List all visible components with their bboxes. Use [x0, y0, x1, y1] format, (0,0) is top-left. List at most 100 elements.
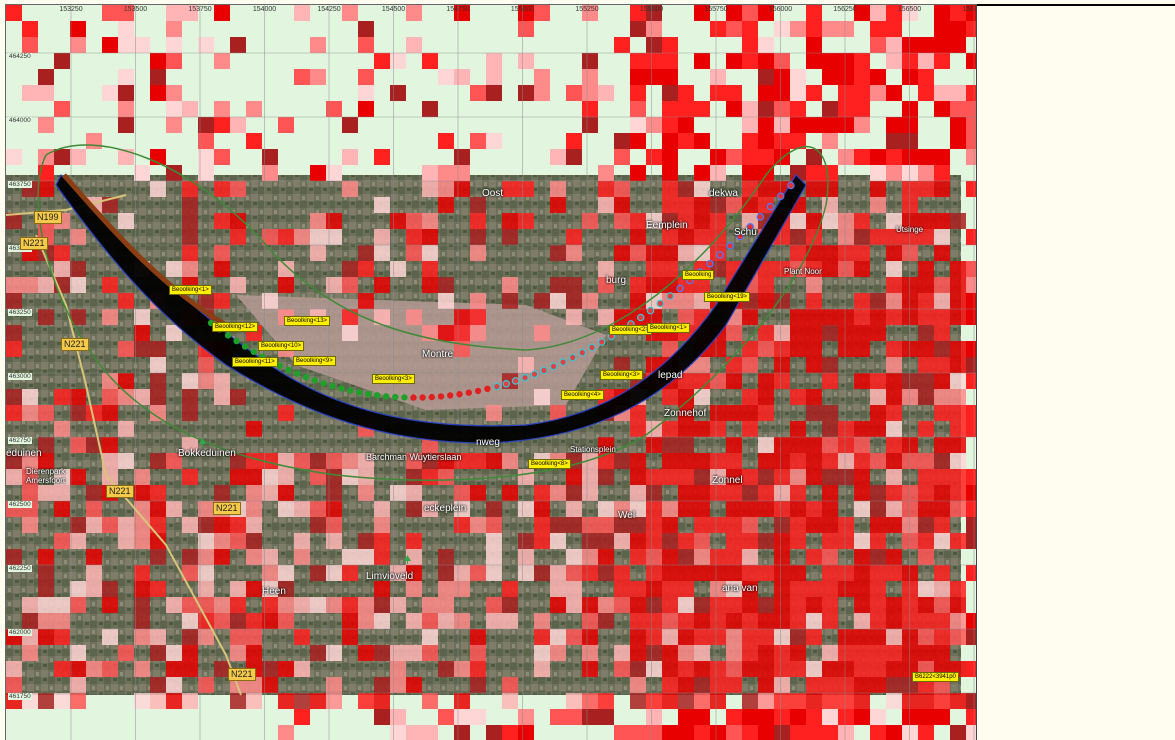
place-label: nweg: [476, 437, 500, 448]
track-point: [676, 284, 684, 293]
place-label: eduinen: [6, 448, 42, 459]
coord-label-x: 155750: [704, 6, 728, 13]
track-point: [511, 377, 520, 385]
track-point: [428, 393, 435, 401]
track-point: [656, 299, 665, 308]
place-label: Bokkeduinen: [178, 448, 236, 459]
coord-label-x: 156250: [833, 6, 857, 13]
road-shield-n221: N221: [228, 668, 256, 681]
coord-label-x: 153250: [59, 6, 83, 13]
population-grid: [6, 5, 976, 740]
map-view[interactable]: 153250 153500 153750 154000 154250 154500 1547…: [6, 5, 976, 740]
coord-label-y: 462750: [8, 437, 32, 444]
track-point: [646, 306, 655, 315]
track-point: [597, 338, 606, 346]
place-label: Barchman Wuytierslaan: [366, 452, 462, 462]
place-label: Dierenpark Amersfoort: [26, 467, 66, 485]
coord-label-y: 462250: [8, 565, 32, 572]
track-point: [636, 313, 645, 322]
coord-label-y: 464000: [8, 117, 32, 124]
track-point: [540, 366, 548, 375]
place-label: lepad: [658, 370, 683, 381]
coord-label-x: 154750: [446, 6, 470, 13]
track-point: [502, 379, 511, 388]
road-shield-n221: N221: [213, 502, 241, 515]
track-point: [320, 380, 327, 387]
track-point: [521, 373, 529, 382]
track-point: [549, 362, 558, 371]
population-tag[interactable]: Beoolking<4>: [561, 390, 604, 400]
population-tag[interactable]: Beoolking<1>: [169, 285, 212, 295]
population-tag[interactable]: Beoolking<12>: [212, 322, 259, 332]
coord-label-y: 463500: [8, 245, 32, 252]
coord-label-y: 463000: [8, 373, 32, 380]
track-point: [356, 389, 363, 396]
population-tag[interactable]: Beoolking<9>: [293, 356, 336, 366]
track-point: [484, 385, 491, 392]
track-point: [410, 394, 417, 401]
grid-lines: [6, 5, 976, 740]
population-tag[interactable]: Beoolking<1>: [647, 323, 690, 333]
track-point: [706, 259, 714, 268]
place-label: Eemplein: [646, 220, 688, 231]
track-point: [419, 394, 426, 401]
coord-label-y: 464250: [8, 53, 32, 60]
population-tag[interactable]: B6222<3941p0: [912, 672, 959, 682]
population-tag[interactable]: Beoolking<8>: [528, 459, 571, 469]
population-tag[interactable]: Beoolking<19>: [704, 292, 751, 302]
track-point: [568, 353, 577, 362]
track-point: [666, 292, 675, 300]
population-tag[interactable]: Beoolking<10>: [258, 341, 305, 351]
coord-label-x: 154000: [252, 6, 277, 13]
coord-label-x: 156750: [962, 6, 976, 13]
road-shield-n221: N221: [106, 485, 134, 498]
track-point: [465, 389, 472, 396]
track-point: [726, 242, 734, 250]
track-point: [311, 377, 318, 384]
coord-label-x: 156500: [897, 6, 922, 13]
road-shield-n199: N199: [34, 211, 62, 224]
population-tag[interactable]: Beoolking<11>: [232, 357, 278, 367]
track-point: [530, 370, 539, 379]
place-label: Plant Noor: [784, 267, 822, 276]
track-point: [559, 358, 567, 366]
track-point: [383, 393, 390, 400]
population-tag[interactable]: Beoolking<2>: [609, 325, 652, 335]
coord-label-x: 155000: [510, 6, 535, 13]
map-canvas[interactable]: [6, 5, 976, 740]
population-tag[interactable]: Beoolking<13>: [284, 316, 331, 326]
coord-label-x: 155250: [575, 6, 599, 13]
road-shield-n221: N221: [20, 237, 48, 250]
population-tag[interactable]: Beoolking: [682, 270, 715, 280]
place-label: Utsinge: [896, 225, 924, 234]
contour-green-outer: [37, 144, 829, 481]
track-point: [456, 391, 463, 398]
population-tag[interactable]: Beoolking<3>: [600, 370, 643, 380]
coord-label-x: 155500: [639, 6, 664, 13]
road-n199: [6, 194, 127, 216]
place-label: Schu: [734, 227, 757, 238]
place-label: Zonnel: [712, 475, 743, 486]
coord-label-x: 154250: [317, 6, 341, 13]
track-point: [766, 202, 775, 211]
track-point: [401, 394, 408, 401]
place-label: eckeplein: [424, 503, 467, 514]
road-shield-n221: N221: [61, 338, 89, 351]
track-point: [374, 392, 381, 399]
place-label: dekwa: [709, 188, 738, 199]
track-point: [787, 181, 795, 190]
track-point: [285, 366, 292, 373]
population-tag[interactable]: Beoolking<3>: [372, 374, 415, 384]
park-icon: [404, 555, 411, 564]
frame-divider: [976, 5, 977, 740]
track-point: [233, 337, 240, 345]
coord-label-y: 461750: [8, 693, 32, 700]
track-point: [250, 348, 257, 355]
track-point: [756, 213, 765, 221]
place-label: burg: [606, 275, 627, 286]
track-point: [338, 385, 345, 392]
track-point: [447, 392, 454, 399]
track-point: [746, 223, 755, 231]
track-point: [776, 192, 785, 201]
track-point: [392, 393, 399, 401]
